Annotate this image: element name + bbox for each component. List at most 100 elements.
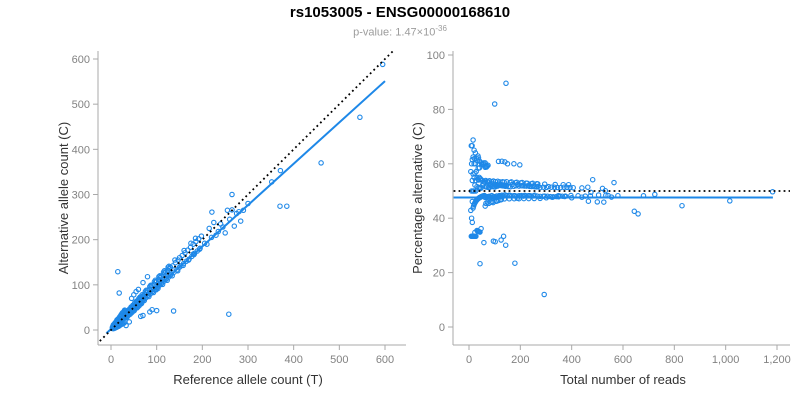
left-plot: 0 100 200 300 400 500 600 0 100 200 300 400 500 600 Re…	[56, 51, 406, 387]
data-point	[588, 189, 594, 196]
data-point	[541, 181, 548, 187]
left-x-tick-label: 600	[376, 354, 394, 366]
right-y-tick-label: 60	[433, 159, 445, 171]
data-point	[524, 180, 531, 186]
data-point	[484, 199, 491, 206]
data-point	[188, 240, 194, 247]
data-point	[224, 207, 231, 214]
data-point	[196, 246, 203, 252]
data-point	[529, 180, 536, 187]
data-point	[477, 260, 483, 267]
right-points	[468, 80, 776, 298]
data-point	[468, 215, 475, 221]
data-point	[471, 147, 477, 153]
data-point	[512, 260, 518, 266]
data-point	[152, 277, 159, 284]
left-x-tick-label: 0	[108, 354, 114, 366]
data-point	[156, 273, 162, 280]
data-point	[501, 179, 507, 185]
data-point	[126, 319, 133, 325]
data-point	[468, 142, 475, 149]
right-y-tick-label: 20	[433, 268, 445, 280]
left-points	[109, 61, 386, 332]
data-point	[541, 291, 547, 298]
data-point	[231, 223, 238, 229]
right-x-tick-label: 600	[614, 354, 632, 366]
data-point	[476, 165, 483, 171]
pvalue-exponent: -36	[435, 24, 447, 33]
data-point	[140, 279, 146, 286]
data-point	[601, 199, 607, 205]
data-point	[471, 233, 478, 240]
title-block: rs1053005 - ENSG00000168610 p-value: 1.4…	[0, 4, 800, 40]
data-point	[128, 295, 135, 302]
data-point	[511, 161, 517, 167]
data-point	[727, 198, 733, 204]
data-point	[471, 161, 477, 167]
data-point	[470, 137, 476, 143]
left-x-tick-label: 200	[193, 354, 211, 366]
data-point	[679, 202, 685, 209]
data-point	[495, 158, 502, 165]
data-point	[548, 184, 555, 190]
data-point	[611, 179, 617, 186]
data-point	[222, 230, 228, 236]
data-point	[585, 198, 592, 204]
right-x-tick-label: 0	[466, 354, 472, 366]
data-point	[484, 163, 490, 169]
right-y-tick-label: 100	[427, 50, 445, 62]
data-point	[498, 237, 504, 243]
data-point	[226, 311, 232, 317]
right-y-axis-title: Percentage alternative (C)	[410, 122, 425, 274]
data-point	[184, 247, 191, 253]
left-y-axis-title: Alternative allele count (C)	[56, 122, 71, 274]
data-point	[284, 203, 290, 209]
data-point	[318, 160, 324, 166]
data-point	[192, 235, 199, 242]
data-point	[519, 179, 525, 186]
left-y-tick-label: 300	[72, 190, 90, 202]
data-point	[475, 153, 481, 159]
data-point	[237, 218, 244, 224]
left-x-tick-label: 400	[284, 354, 302, 366]
right-y-tick-label: 0	[439, 322, 445, 334]
data-point	[602, 187, 609, 194]
data-point	[561, 184, 567, 191]
data-point	[585, 184, 591, 190]
right-y-tick-label: 80	[433, 104, 445, 116]
data-point	[209, 209, 215, 215]
right-x-axis-title: Total number of reads	[560, 372, 686, 387]
right-x-tick-label: 200	[511, 354, 529, 366]
data-point	[136, 295, 142, 302]
data-point	[560, 181, 566, 188]
data-point	[502, 242, 509, 248]
data-point	[115, 268, 121, 275]
data-point	[490, 238, 497, 244]
data-point	[564, 184, 570, 191]
left-y-tick-label: 0	[84, 325, 90, 337]
data-point	[179, 252, 185, 259]
data-point	[161, 268, 168, 274]
right-x-tick-label: 800	[665, 354, 683, 366]
data-point	[517, 162, 523, 168]
pvalue-text: p-value: 1.47×10	[353, 26, 436, 39]
right-x-tick-label: 1,000	[712, 354, 740, 366]
right-y-tick-label: 40	[433, 213, 445, 225]
data-point	[476, 229, 483, 235]
data-point	[206, 225, 212, 232]
data-point	[526, 195, 532, 202]
data-point	[499, 158, 505, 165]
data-point	[147, 309, 153, 315]
data-point	[540, 184, 547, 190]
data-point	[481, 239, 487, 246]
figure-title: rs1053005 - ENSG00000168610	[289, 4, 511, 21]
left-y-tick-label: 100	[72, 280, 90, 292]
data-point	[508, 179, 515, 185]
data-point	[198, 233, 205, 239]
left-y-tick-label: 200	[72, 235, 90, 247]
left-x-axis-title: Reference allele count (T)	[173, 372, 323, 387]
data-point	[143, 287, 149, 294]
data-point	[594, 199, 601, 205]
data-point	[570, 184, 576, 191]
